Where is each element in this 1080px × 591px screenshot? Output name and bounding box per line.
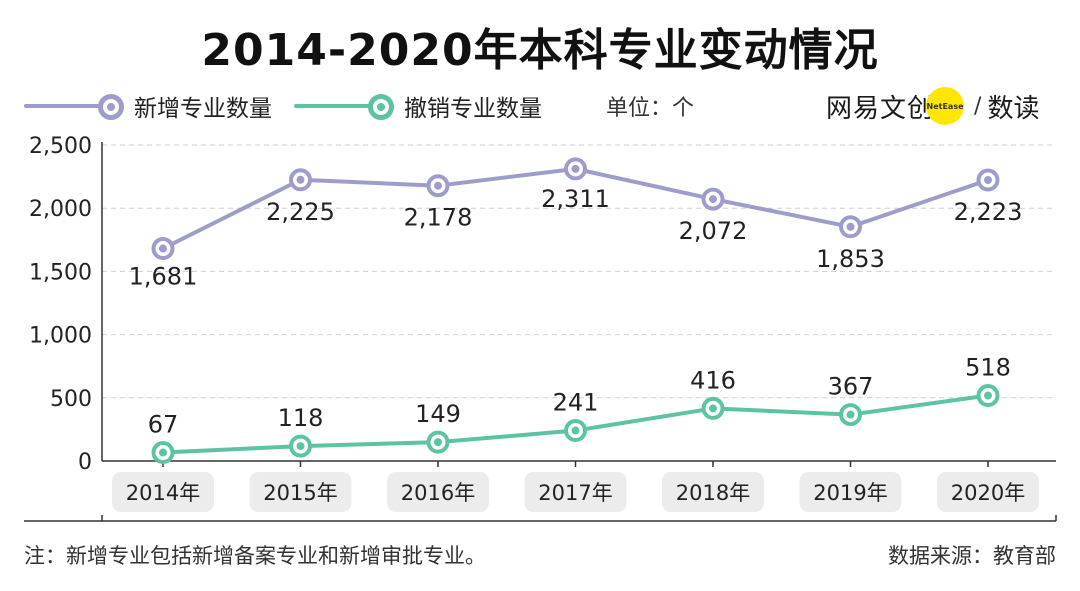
data-label: 1,681 bbox=[129, 263, 198, 291]
data-label: 149 bbox=[415, 400, 461, 428]
x-tick-pill bbox=[112, 472, 214, 512]
data-point-center bbox=[709, 195, 717, 204]
legend-label-new: 新增专业数量 bbox=[134, 96, 272, 122]
x-tick-pill bbox=[249, 472, 352, 512]
x-tick-pill bbox=[799, 472, 902, 512]
data-point-center bbox=[984, 176, 992, 185]
y-tick-label: 2,000 bbox=[29, 197, 92, 222]
data-label: 2,072 bbox=[679, 217, 748, 245]
logo-brand: 网易文创 bbox=[826, 93, 935, 124]
legend-item-new: 新增专业数量 bbox=[24, 88, 272, 124]
logo-sub: 数读 bbox=[987, 93, 1040, 124]
y-tick-label: 2,500 bbox=[29, 134, 92, 159]
x-tick-label: 2015年 bbox=[263, 481, 337, 505]
legend-label-removed: 撤销专业数量 bbox=[404, 96, 542, 122]
data-label: 2,223 bbox=[954, 198, 1023, 226]
data-point-center bbox=[159, 244, 167, 253]
x-tick-label: 2018年 bbox=[676, 481, 750, 505]
y-tick-label: 0 bbox=[78, 450, 92, 475]
x-tick-pill bbox=[662, 472, 764, 512]
data-point-center bbox=[846, 410, 855, 419]
legend-item-removed: 撤销专业数量 bbox=[294, 88, 542, 124]
y-tick-label: 1,500 bbox=[29, 260, 92, 285]
chart-title: 2014-2020年本科专业变动情况 bbox=[201, 25, 879, 76]
data-point-center bbox=[296, 175, 305, 184]
logo-badge: NetEase bbox=[926, 87, 965, 125]
data-label: 416 bbox=[690, 366, 736, 394]
y-tick-label: 1,000 bbox=[29, 324, 92, 349]
x-tick-label: 2016年 bbox=[401, 481, 475, 505]
data-label: 518 bbox=[965, 354, 1011, 382]
data-point-center bbox=[709, 404, 717, 413]
data-source: 数据来源：教育部 bbox=[888, 544, 1056, 568]
legend-swatch-new bbox=[24, 88, 124, 124]
x-tick-pill bbox=[524, 472, 627, 512]
legend: 新增专业数量 撤销专业数量 单位：个 bbox=[24, 88, 694, 124]
footnote: 注：新增专业包括新增备案专业和新增审批专业。 bbox=[24, 544, 486, 568]
x-tick-pill bbox=[937, 472, 1039, 512]
data-label: 1,853 bbox=[816, 245, 885, 273]
y-tick-label: 500 bbox=[50, 387, 92, 412]
line-chart: 0 500 1,000 1,500 2,000 2,500 2014年 2015年 2016年 2… bbox=[24, 134, 1057, 522]
data-label: 2,225 bbox=[266, 198, 335, 226]
logo-slash: / bbox=[974, 93, 982, 119]
legend-swatch-removed bbox=[294, 88, 394, 124]
data-label: 367 bbox=[828, 373, 874, 401]
data-point-center bbox=[159, 448, 167, 457]
netease-logo: 网易文创 NetEase / 数读 bbox=[826, 86, 1039, 126]
data-point-center bbox=[571, 426, 580, 435]
unit-label: 单位：个 bbox=[606, 96, 695, 121]
x-tick-label: 2014年 bbox=[126, 481, 200, 505]
x-tick-pill bbox=[387, 472, 489, 512]
data-label: 2,311 bbox=[541, 185, 610, 213]
data-point-center bbox=[984, 391, 992, 400]
x-tick-label: 2020年 bbox=[951, 481, 1025, 505]
footer: 注：新增专业包括新增备案专业和新增审批专业。 数据来源：教育部 bbox=[24, 540, 1056, 570]
data-label: 118 bbox=[278, 404, 324, 432]
data-label: 67 bbox=[148, 411, 179, 439]
data-point-center bbox=[571, 164, 580, 173]
data-point-center bbox=[434, 438, 442, 447]
data-label: 241 bbox=[553, 389, 599, 417]
data-point-center bbox=[296, 442, 305, 451]
data-point-center bbox=[846, 222, 855, 231]
x-tick-label: 2017年 bbox=[538, 481, 612, 505]
data-label: 2,178 bbox=[404, 204, 473, 232]
x-tick-label: 2019年 bbox=[813, 481, 887, 505]
data-point-center bbox=[434, 181, 442, 190]
